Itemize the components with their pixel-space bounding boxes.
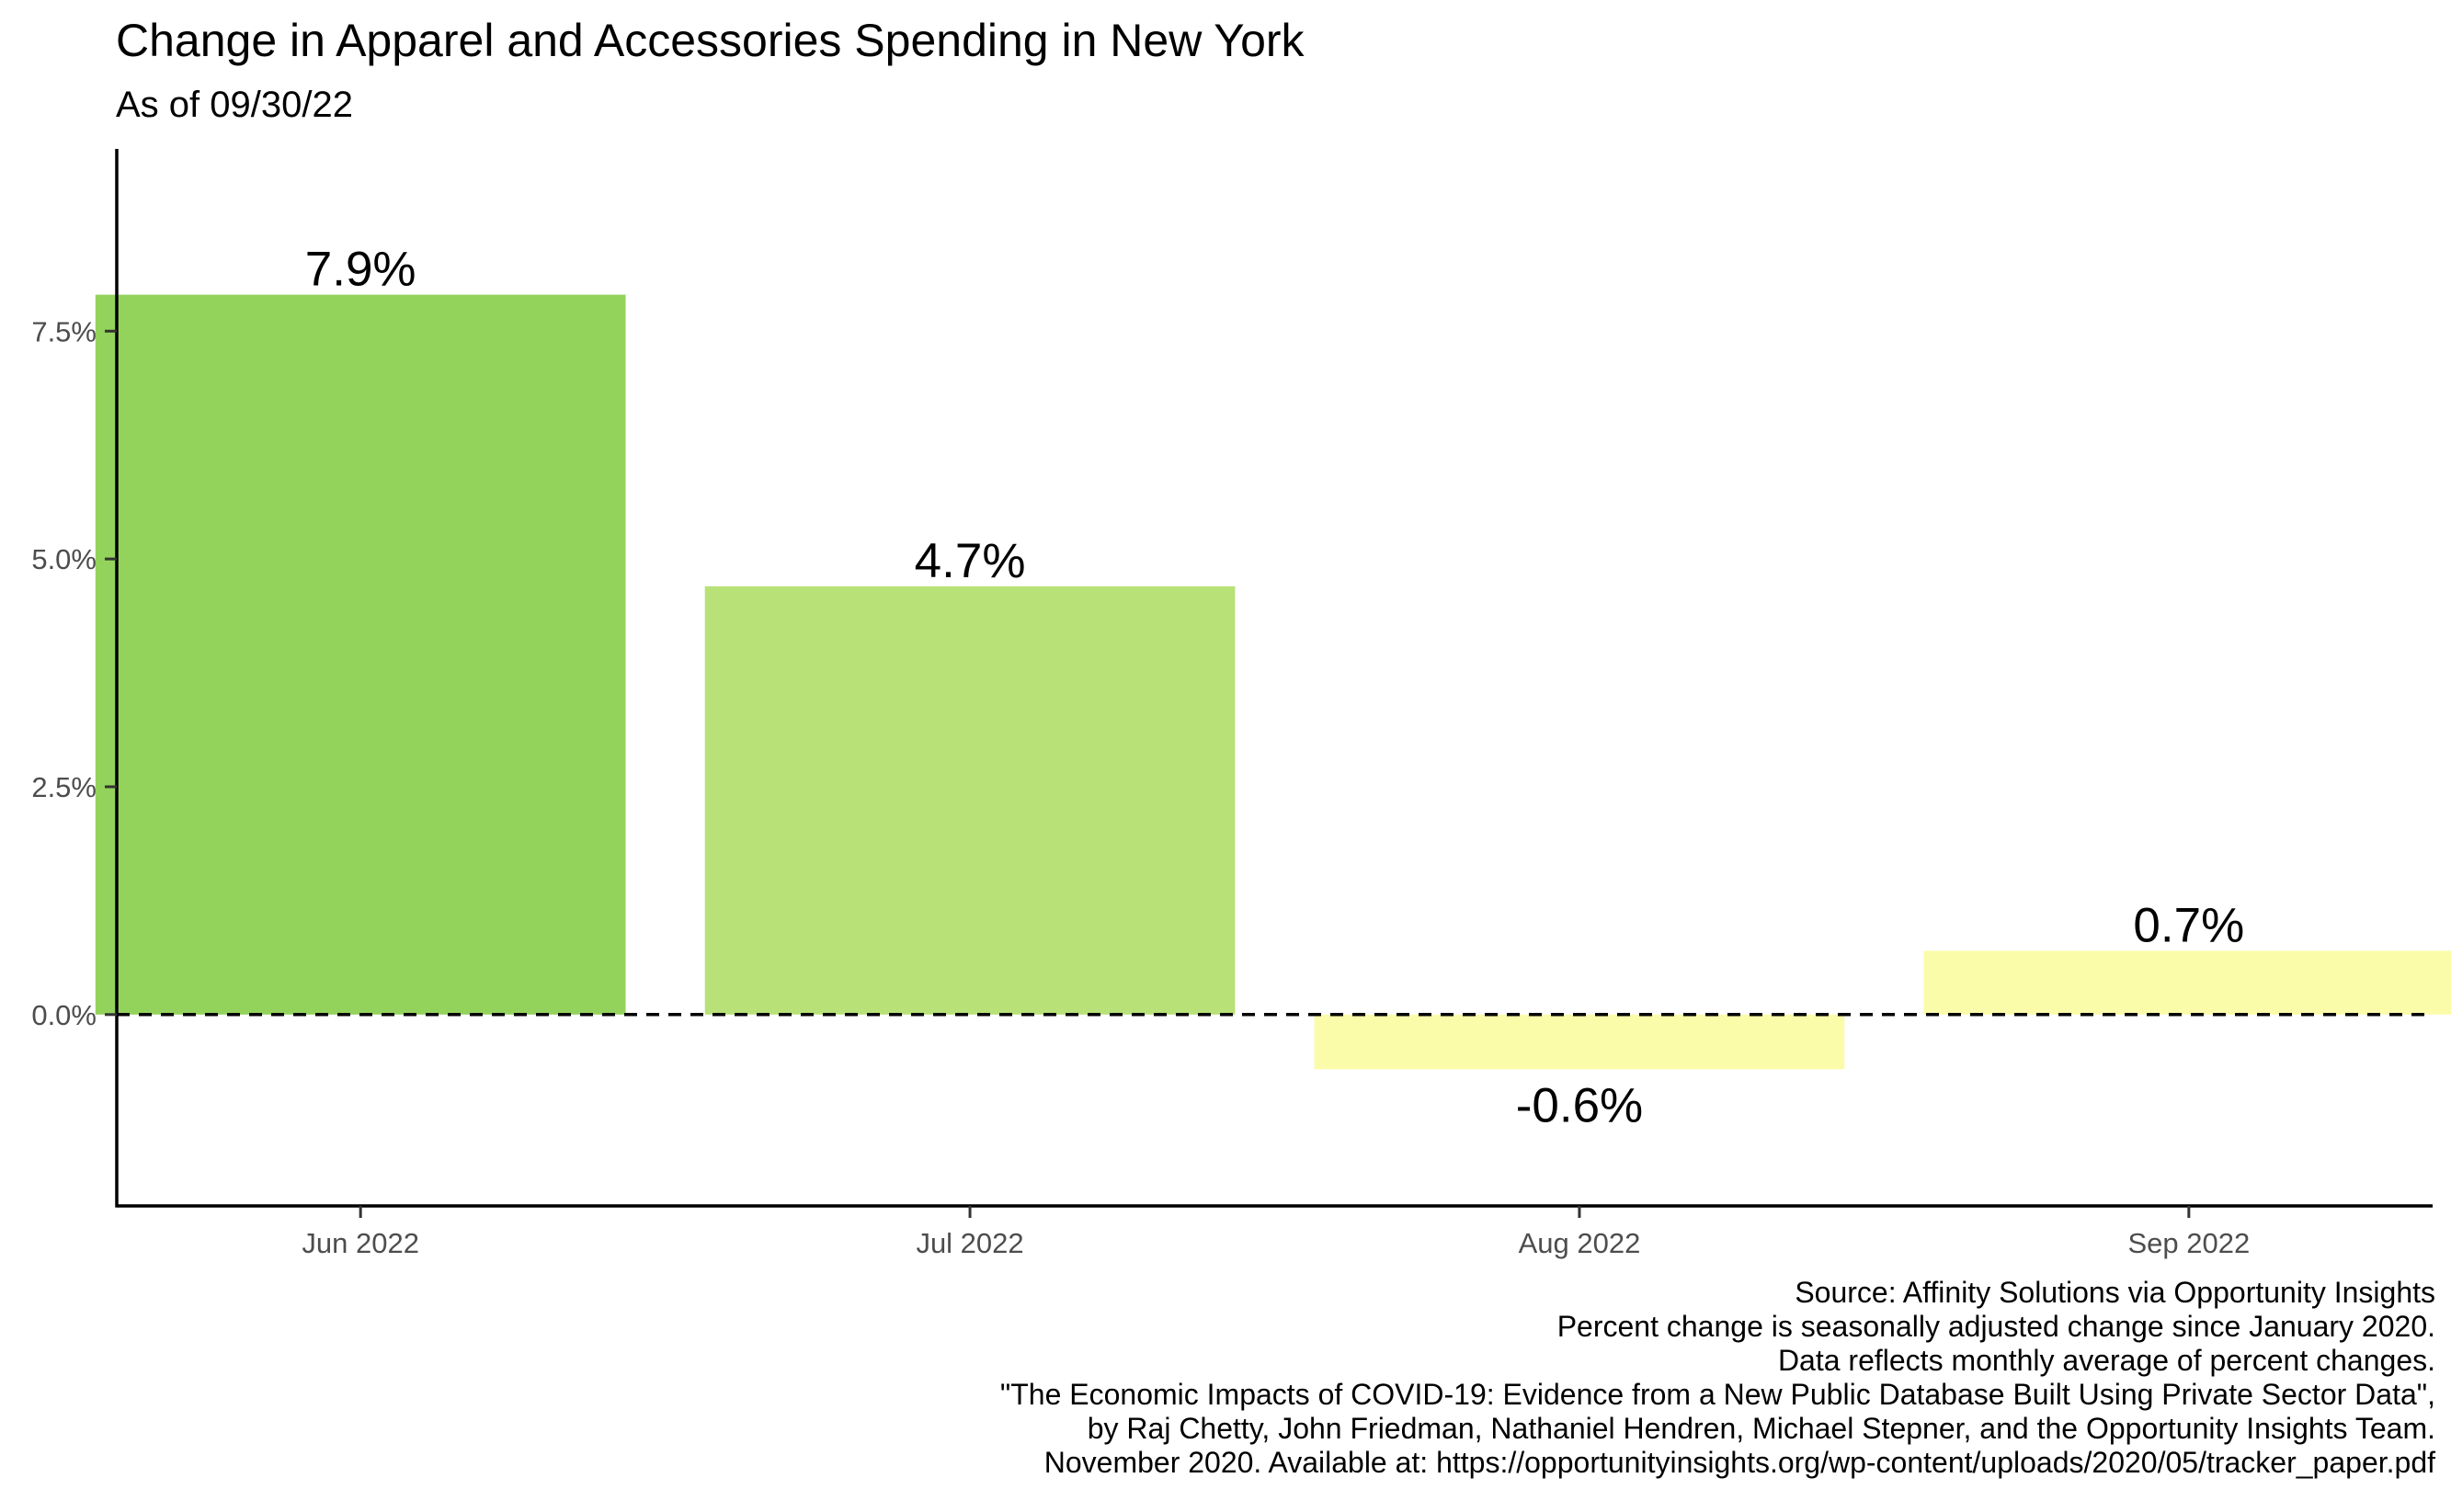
y-tick-label: 0.0%	[31, 999, 97, 1031]
y-tick-label: 5.0%	[31, 543, 97, 575]
bar-aug-2022	[1314, 1014, 1845, 1070]
bar-jul-2022	[704, 585, 1236, 1015]
bars-layer	[95, 294, 2451, 1070]
chart-title: Change in Apparel and Accessories Spendi…	[116, 15, 1305, 66]
caption-line-paper-title: "The Economic Impacts of COVID-19: Evide…	[999, 1378, 2435, 1411]
x-tick-label: Aug 2022	[1519, 1227, 1641, 1259]
data-label: -0.6%	[1516, 1078, 1643, 1132]
data-label: 7.9%	[305, 243, 416, 297]
x-tick-label: Jul 2022	[916, 1227, 1023, 1259]
y-tick-label: 7.5%	[31, 315, 97, 347]
data-label: 4.7%	[915, 534, 1026, 588]
caption-line-source: Source: Affinity Solutions via Opportuni…	[1795, 1276, 2435, 1309]
y-tick-label: 2.5%	[31, 771, 97, 803]
x-tick-label: Jun 2022	[302, 1227, 419, 1259]
labels-layer: 7.9% 4.7% -0.6% 0.7%	[305, 243, 2244, 1133]
data-label: 0.7%	[2133, 898, 2244, 952]
bar-sep-2022	[1923, 950, 2451, 1015]
caption-line-average: Data reflects monthly average of percent…	[1777, 1344, 2435, 1377]
chart-caption: Source: Affinity Solutions via Opportuni…	[1000, 1276, 2435, 1480]
caption-line-authors: by Raj Chetty, John Friedman, Nathaniel …	[1087, 1412, 2435, 1445]
caption-line-method: Percent change is seasonally adjusted ch…	[1556, 1310, 2435, 1343]
axes-layer: 0.0% 2.5% 5.0% 7.5% Jun 2022 Jul 2022 Aug 2022…	[31, 149, 2433, 1259]
chart-subtitle: As of 09/30/22	[116, 85, 353, 125]
x-tick-label: Sep 2022	[2127, 1227, 2250, 1259]
caption-line-url: November 2020. Available at: https://opp…	[1043, 1446, 2435, 1479]
bar-jun-2022	[95, 294, 626, 1015]
